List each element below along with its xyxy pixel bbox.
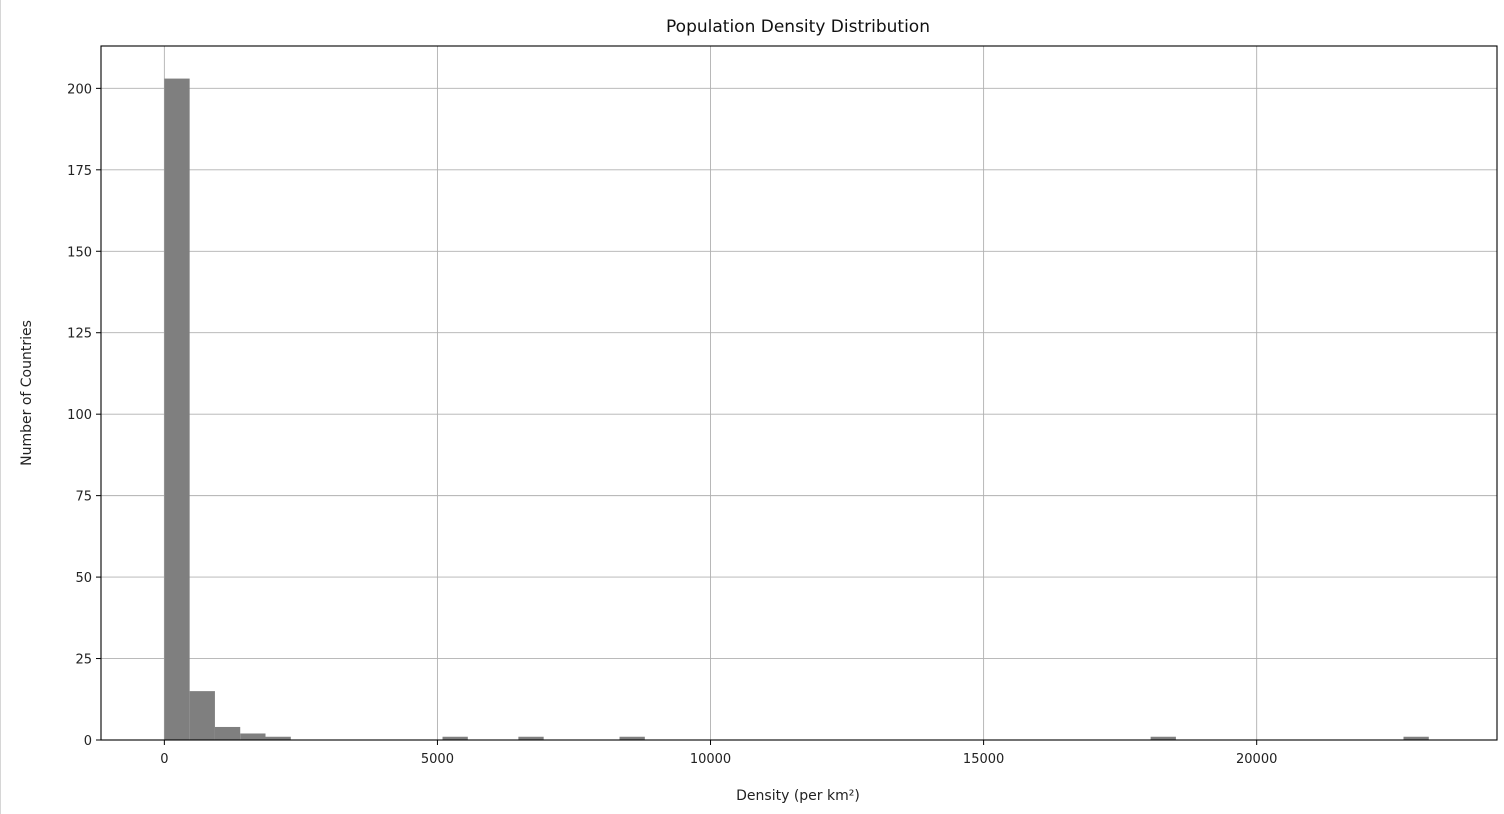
y-tick-label: 100 (67, 408, 92, 423)
chart-title: Population Density Distribution (666, 17, 930, 37)
histogram-bars (164, 78, 1429, 741)
histogram-bar (214, 726, 241, 740)
y-tick-label: 25 (75, 653, 92, 668)
histogram-bar (619, 736, 645, 740)
y-axis-label: Number of Countries (19, 320, 35, 466)
grid-lines (101, 46, 1497, 741)
x-axis-ticks: 0 5000 10000 15000 20000 (160, 740, 1277, 767)
x-axis-label: Density (per km²) (736, 788, 860, 804)
histogram-bar (164, 78, 190, 741)
plot-area-frame (100, 45, 1498, 741)
histogram-bar (240, 733, 266, 740)
histogram-bar (442, 736, 468, 740)
histogram-bar (1150, 736, 1176, 740)
y-tick-label: 0 (84, 734, 92, 749)
y-tick-label: 175 (67, 164, 92, 179)
histogram-bar (189, 691, 215, 740)
x-tick-label: 5000 (421, 752, 454, 767)
y-tick-label: 125 (67, 327, 92, 342)
histogram-bar (265, 736, 291, 740)
x-tick-label: 10000 (690, 752, 731, 767)
y-tick-label: 150 (67, 245, 92, 260)
y-tick-label: 75 (75, 490, 92, 505)
histogram-bar (518, 736, 544, 740)
y-axis-ticks: 0 25 50 75 100 125 150 175 200 (67, 82, 101, 749)
histogram-bar (1403, 736, 1429, 740)
x-tick-label: 0 (160, 752, 168, 767)
y-tick-label: 50 (75, 571, 92, 586)
x-tick-label: 15000 (963, 752, 1004, 767)
x-tick-label: 20000 (1236, 752, 1277, 767)
y-tick-label: 200 (67, 82, 92, 97)
